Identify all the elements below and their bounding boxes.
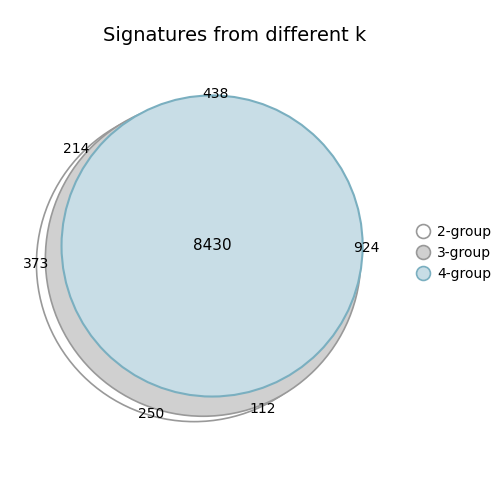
Legend: 2-group, 3-group, 4-group: 2-group, 3-group, 4-group [416, 225, 491, 281]
Text: 214: 214 [62, 142, 89, 156]
Text: 438: 438 [203, 87, 229, 101]
Text: 250: 250 [138, 407, 164, 421]
Text: 112: 112 [249, 402, 276, 416]
Text: 924: 924 [353, 241, 380, 255]
Text: 373: 373 [23, 257, 49, 271]
Circle shape [61, 95, 363, 397]
Text: 8430: 8430 [193, 238, 231, 254]
Title: Signatures from different k: Signatures from different k [103, 26, 366, 45]
Circle shape [45, 101, 361, 416]
